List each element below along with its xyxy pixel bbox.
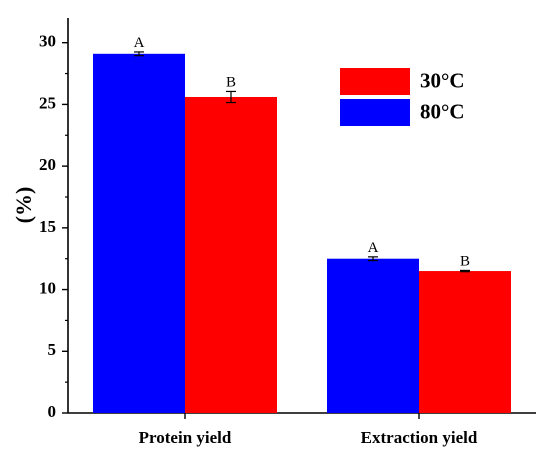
significance-label: A (368, 240, 379, 256)
y-tick-label: 20 (39, 155, 56, 174)
y-tick-label: 5 (48, 340, 57, 359)
y-tick-label: 30 (39, 32, 56, 51)
x-tick-label: Protein yield (139, 428, 232, 447)
legend-swatch (340, 68, 410, 95)
significance-label: A (134, 35, 145, 51)
bar (93, 53, 185, 413)
y-tick-label: 10 (39, 278, 56, 297)
legend-swatch (340, 99, 410, 126)
y-axis-label: (%) (11, 187, 36, 224)
labels: A B A B (134, 35, 470, 269)
legend-label: 30°C (420, 68, 465, 92)
bar (185, 97, 277, 413)
y-tick-label: 15 (39, 217, 56, 236)
significance-label: B (226, 74, 236, 90)
y-tick-label: 0 (48, 402, 57, 421)
x-tick-label: Extraction yield (361, 428, 478, 447)
bar (419, 271, 511, 413)
bar (327, 258, 419, 413)
legend: 30°C 80°C (340, 68, 465, 126)
y-tick-label: 25 (39, 93, 56, 112)
significance-label: B (460, 253, 470, 269)
legend-label: 80°C (420, 99, 465, 123)
bars (93, 51, 511, 413)
